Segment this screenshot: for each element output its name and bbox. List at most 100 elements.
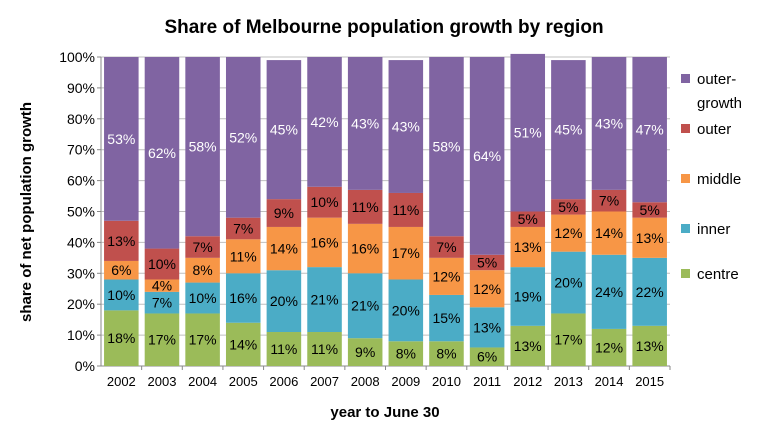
data-label: 5% — [558, 199, 578, 215]
bars: 18%10%6%13%53%17%7%4%10%62%17%10%8%7%58%… — [104, 53, 667, 366]
data-label: 14% — [595, 225, 623, 241]
bar-segment-outer-growth — [144, 57, 180, 249]
data-label: 43% — [392, 119, 420, 135]
data-label: 14% — [229, 336, 257, 352]
x-tick-label: 2005 — [229, 374, 258, 389]
bar-segment-middle — [104, 260, 139, 280]
legend-swatch-middle — [681, 174, 690, 183]
data-label: 62% — [148, 145, 176, 161]
data-label: 5% — [640, 202, 660, 218]
data-label: 12% — [473, 281, 501, 297]
bar-segment-centre — [104, 310, 139, 366]
data-label: 5% — [477, 254, 497, 270]
data-label: 20% — [392, 302, 420, 318]
bar-segment-inner — [469, 307, 505, 348]
bar-segment-inner — [307, 267, 342, 333]
bar-segment-outer-growth — [225, 57, 261, 218]
x-tick-label: 2006 — [269, 374, 298, 389]
data-label: 7% — [192, 239, 212, 255]
y-tick-label: 80% — [67, 111, 95, 127]
x-tick-label: 2011 — [473, 374, 501, 389]
x-tick-label: 2008 — [351, 374, 380, 389]
data-label: 58% — [189, 139, 217, 155]
data-label: 21% — [311, 292, 339, 308]
bar-segment-outer-growth — [347, 57, 383, 190]
data-label: 7% — [436, 239, 456, 255]
x-tick-label: 2013 — [554, 374, 583, 389]
bar-segment-middle — [347, 223, 383, 274]
bar-segment-centre — [185, 313, 220, 366]
bar-segment-middle — [632, 217, 667, 258]
bar-segment-centre — [388, 341, 424, 366]
data-label: 15% — [432, 310, 460, 326]
bar-segment-outer-growth — [307, 57, 342, 187]
bar-segment-outer-growth — [266, 60, 302, 200]
data-label: 18% — [107, 330, 135, 346]
legend-swatch-inner — [681, 224, 690, 233]
data-label: 47% — [636, 122, 664, 138]
y-axis-label: share of net population growth — [18, 102, 35, 322]
data-label: 13% — [636, 230, 664, 246]
bar-segment-outer — [591, 189, 627, 212]
data-label: 12% — [554, 225, 582, 241]
data-label: 42% — [311, 114, 339, 130]
bar-segment-centre — [266, 332, 302, 366]
bar-segment-inner — [510, 267, 546, 326]
bar-segment-inner — [388, 279, 424, 342]
data-label: 7% — [152, 295, 172, 311]
legend-swatch-outer-growth — [681, 74, 690, 83]
legend-label: inner — [697, 221, 730, 238]
legend-swatch-centre — [681, 269, 690, 278]
data-label: 6% — [111, 262, 131, 278]
y-tick-label: 40% — [67, 234, 95, 250]
bar-segment-inner — [429, 294, 464, 342]
bar-segment-inner — [185, 282, 220, 314]
data-label: 21% — [351, 298, 379, 314]
x-tick-label: 2003 — [148, 374, 177, 389]
bar-segment-middle — [266, 226, 302, 271]
y-axis-ticks: 0% 10% 20% 30% 40% 50% 60% 70% 80% 90% 100% — [59, 49, 670, 374]
data-label: 16% — [229, 290, 257, 306]
bar-segment-outer — [104, 220, 139, 261]
bar-segment-centre — [225, 322, 261, 366]
data-label: 52% — [229, 129, 257, 145]
bar-segment-inner — [266, 270, 302, 333]
data-label: 13% — [514, 239, 542, 255]
legend-label: outer- — [697, 71, 736, 88]
data-label: 7% — [233, 220, 253, 236]
data-label: 20% — [270, 293, 298, 309]
bar-segment-outer — [429, 236, 464, 258]
bar-segment-outer-growth — [551, 60, 586, 200]
bar-segment-middle — [469, 270, 505, 308]
y-tick-label: 20% — [67, 296, 95, 312]
bar-segment-inner — [104, 279, 139, 311]
data-label: 16% — [351, 241, 379, 257]
x-tick-label: 2010 — [432, 374, 461, 389]
x-axis-label: year to June 30 — [330, 404, 439, 421]
legend: outer-growth outer middle inner centre — [681, 71, 742, 283]
bar-segment-centre — [551, 313, 586, 366]
y-tick-label: 70% — [67, 142, 95, 158]
data-label: 12% — [595, 339, 623, 355]
x-axis-ticks: 2002 2003 2004 2005 2006 2007 2008 2009 2010 2011… — [107, 366, 671, 389]
data-label: 13% — [473, 319, 501, 335]
data-label: 17% — [148, 332, 176, 348]
bar-segment-centre — [469, 347, 505, 366]
data-label: 16% — [311, 234, 339, 250]
x-tick-label: 2015 — [635, 374, 664, 389]
data-label: 4% — [152, 278, 172, 294]
data-label: 8% — [436, 346, 456, 362]
bar-segment-outer-growth — [591, 57, 627, 190]
bar-segment-inner — [632, 257, 667, 326]
x-tick-label: 2014 — [595, 374, 624, 389]
bar-segment-inner — [347, 273, 383, 339]
bar-segment-centre — [632, 325, 667, 366]
data-label: 17% — [189, 332, 217, 348]
bar-segment-outer — [469, 254, 505, 271]
bar-segment-outer-growth — [469, 57, 505, 255]
y-tick-label: 10% — [67, 327, 95, 343]
bar-segment-outer-growth — [632, 57, 667, 203]
y-tick-label: 0% — [75, 358, 95, 374]
data-label: 11% — [311, 341, 338, 357]
